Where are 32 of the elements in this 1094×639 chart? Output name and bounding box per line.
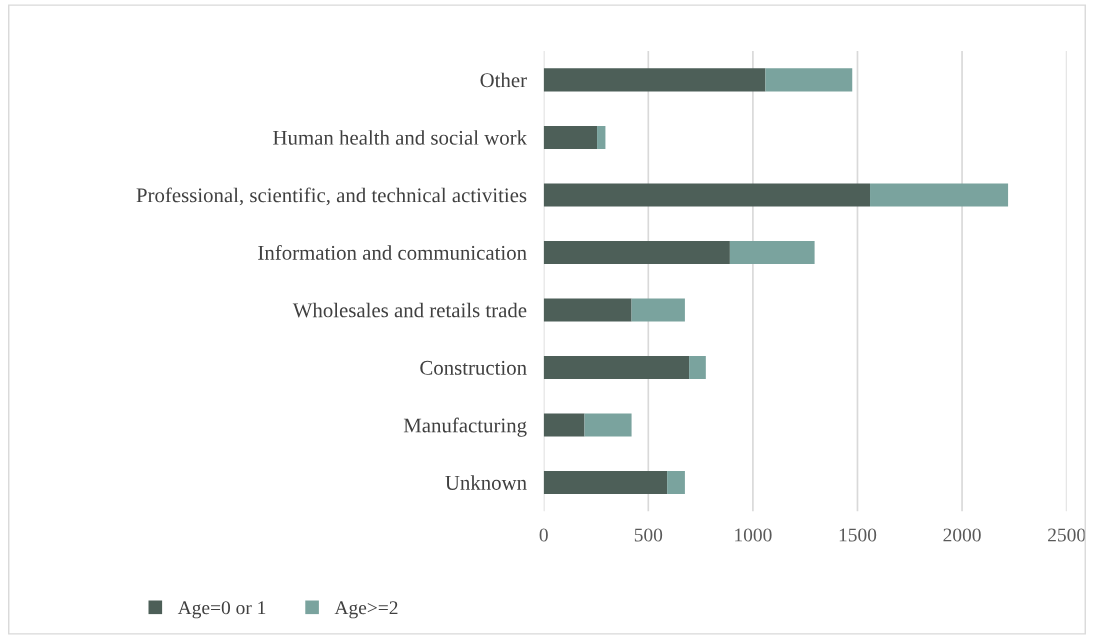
y-tick-label: Human health and social work (273, 130, 528, 145)
bar (729, 240, 815, 264)
bar (543, 413, 585, 437)
x-tick-label: 2500 (1048, 528, 1086, 542)
y-tick-label: Manufacturing (403, 417, 527, 437)
bar (689, 355, 706, 379)
bar (543, 183, 871, 207)
y-tick-label: Unknown (445, 475, 527, 490)
legend-label: Age=0 or 1 (177, 601, 266, 619)
bar (543, 240, 730, 264)
bar (597, 125, 606, 149)
bar (543, 298, 632, 322)
x-tick-label: 2000 (943, 528, 981, 542)
bar (631, 298, 685, 322)
y-tick-label: Professional, scientific, and technical activities (136, 187, 527, 206)
bar (765, 68, 853, 92)
x-tick-label: 0 (539, 528, 548, 542)
legend-label: Age>=2 (334, 601, 398, 619)
bar (543, 125, 598, 149)
bar (543, 68, 766, 92)
bar (543, 355, 690, 379)
y-tick-label: Other (480, 72, 527, 88)
x-tick-label: 1000 (735, 528, 772, 542)
y-tick-label: Information and communication (258, 244, 527, 260)
x-tick-label: 1500 (839, 528, 877, 542)
bar (870, 183, 1009, 207)
bar (584, 413, 632, 437)
bar (667, 470, 685, 494)
bar (543, 470, 668, 494)
x-tick-label: 500 (634, 528, 663, 542)
y-tick-label: Construction (420, 360, 527, 375)
y-tick-label: Wholesales and retails trade (292, 302, 527, 318)
